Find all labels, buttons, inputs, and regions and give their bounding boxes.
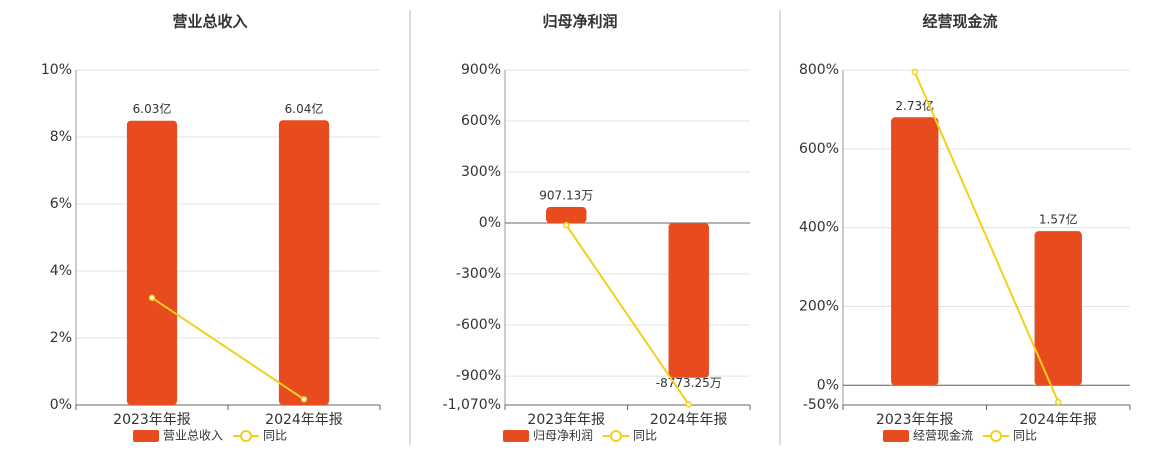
legend-swatch [503,430,529,442]
legend-label: 同比 [633,429,657,443]
legend-swatch [883,430,909,442]
bar-value-label: 6.04亿 [285,101,324,116]
bar [891,117,939,386]
chart-title: 归母净利润 [542,13,617,31]
x-tick-label: 2024年年报 [265,412,343,428]
bar [546,207,587,224]
legend-marker [610,430,623,442]
x-tick-label: 2023年年报 [876,412,954,428]
yoy-line [913,71,1060,403]
yoy-line [151,296,305,401]
x-tick-label: 2024年年报 [1019,412,1097,428]
bar [668,223,709,378]
yoy-point [1055,398,1062,406]
legend-label: 归母净利润 [533,429,593,443]
y-tick-label: -1,070% [443,397,501,413]
chart-title: 经营现金流 [922,13,997,31]
yoy-point [148,294,156,302]
legend-label: 经营现金流 [913,428,973,443]
legend-label: 同比 [1013,429,1037,443]
bar-value-label: -8773.25万 [656,376,722,390]
chart-title: 营业总收入 [172,13,247,31]
legend-label: 营业总收入 [163,429,223,443]
yoy-point [300,396,308,403]
y-tick-label: 200% [799,298,839,314]
yoy-line [565,224,690,406]
y-tick-label: 400% [799,220,839,236]
y-tick-label: 300% [461,164,501,180]
yoy-point [685,401,692,408]
y-tick-label: 10% [41,62,72,78]
bar-value-label: 907.13万 [539,189,593,203]
y-tick-label: -50% [803,397,839,413]
y-tick-label: 600% [799,141,839,157]
bar [126,120,178,406]
y-tick-label: 600% [461,113,501,129]
legend-marker [240,430,253,442]
y-tick-label: 2% [50,330,72,346]
x-tick-label: 2024年年报 [650,412,728,428]
y-tick-label: -900% [456,368,501,384]
x-tick-label: 2023年年报 [527,412,605,428]
y-tick-label: 0% [817,377,839,393]
y-tick-label: 4% [50,263,72,279]
y-tick-label: 0% [50,397,72,413]
bar-value-label: 2.73亿 [895,98,934,113]
y-tick-label: 800% [799,62,839,78]
yoy-point [563,221,570,229]
bar [278,120,330,405]
y-tick-label: 8% [50,129,72,145]
y-tick-label: -300% [456,266,501,282]
yoy-point [911,68,918,76]
y-tick-label: -600% [456,317,501,333]
y-tick-label: 0% [479,215,501,231]
y-tick-label: 6% [50,196,72,212]
legend-swatch [133,430,159,442]
bar [1034,231,1082,386]
bar-value-label: 6.03亿 [133,101,172,116]
legend-marker [990,430,1003,442]
x-tick-label: 2023年年报 [113,412,191,428]
y-tick-label: 900% [461,62,501,78]
bar-value-label: 1.57亿 [1039,212,1078,227]
legend-label: 同比 [263,429,287,443]
